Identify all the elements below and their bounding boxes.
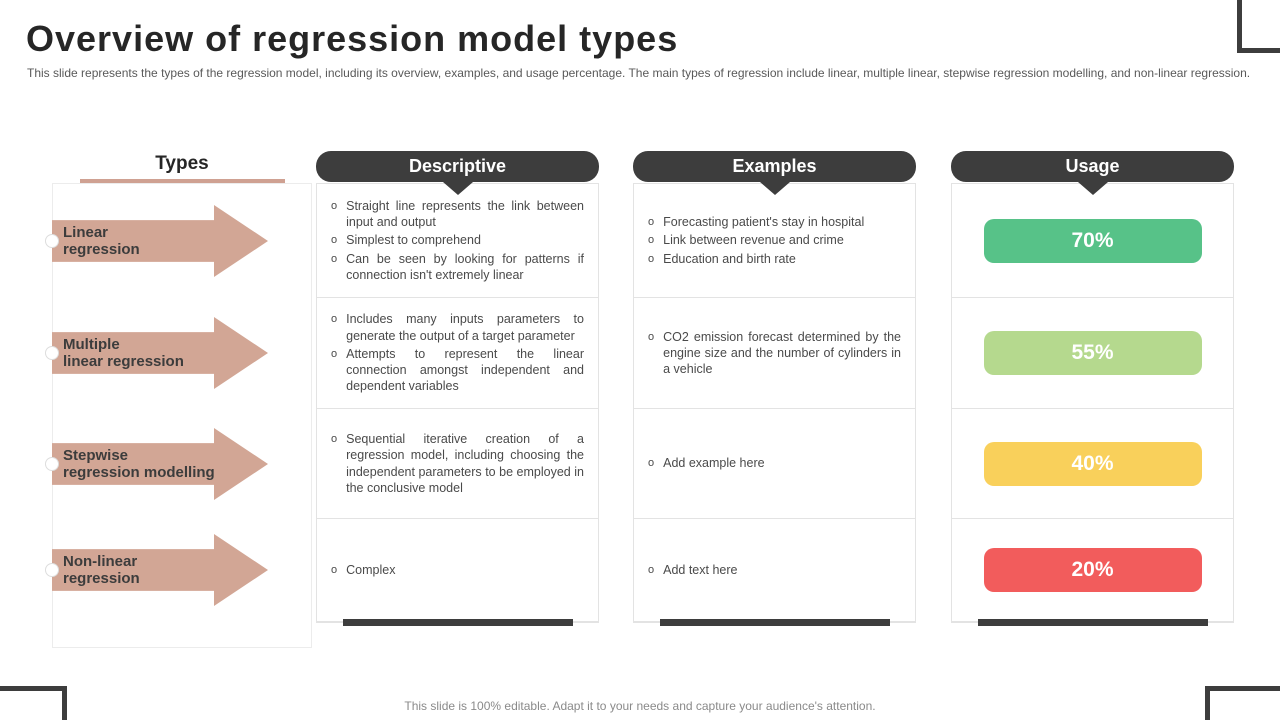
descriptive-cell-non-linear: o Complex [317, 519, 598, 622]
examples-cell-linear: o Forecasting patient's stay in hospital … [634, 184, 915, 298]
bullet-item: o Sequential iterative creation of a regr… [331, 431, 584, 496]
bullet-marker: o [331, 347, 338, 360]
bullet-list: o Forecasting patient's stay in hospital … [648, 212, 901, 270]
page-title: Overview of regression model types [26, 18, 679, 59]
corner-decoration-bottom-right [1205, 686, 1210, 720]
bullet-text: Add text here [663, 562, 738, 577]
bullet-item: o Link between revenue and crime [648, 232, 901, 249]
type-label: Linear regression [63, 223, 140, 258]
node-circle [45, 457, 59, 471]
bullet-list: o Complex [331, 560, 584, 581]
bullet-list: o Straight line represents the link betwe… [331, 196, 584, 286]
bullet-item: o Add example here [648, 455, 901, 472]
usage-badge-55: 55% [983, 331, 1202, 375]
column-footer-bar [342, 619, 573, 626]
bullet-item: o Includes many inputs parameters to gene… [331, 311, 584, 344]
type-label: Multiple linear regression [63, 335, 184, 370]
bullet-list: o CO2 emission forecast determined by the… [648, 327, 901, 380]
usage-cell-linear: 70% [952, 184, 1233, 298]
examples-cell-multiple-linear: o CO2 emission forecast determined by the… [634, 298, 915, 409]
examples-cell-non-linear: o Add text here [634, 519, 915, 622]
bullet-marker: o [648, 563, 655, 576]
bullet-marker: o [331, 234, 338, 247]
bullet-text: Complex [346, 562, 396, 577]
bullet-item: o Add text here [648, 562, 901, 579]
type-arrow-non-linear-regression: Non-linear regression [52, 534, 268, 606]
bullet-text: Includes many inputs parameters to gener… [346, 312, 584, 343]
type-arrow-stepwise-regression-modelling: Stepwise regression modelling [52, 428, 268, 500]
bullet-item: o Can be seen by looking for patterns if … [331, 251, 584, 284]
usage-cell-stepwise: 40% [952, 409, 1233, 519]
bullet-text: Can be seen by looking for patterns if c… [346, 251, 584, 282]
bullet-marker: o [648, 252, 655, 265]
column-header-examples: Examples [633, 151, 916, 182]
type-label: Stepwise regression modelling [63, 446, 215, 481]
bullet-item: o Complex [331, 562, 584, 579]
slide-footer-note: This slide is 100% editable. Adapt it to… [404, 699, 876, 713]
descriptive-column: o Straight line represents the link betwe… [316, 183, 599, 626]
descriptive-cell-linear: o Straight line represents the link betwe… [317, 184, 598, 298]
types-underline [80, 179, 285, 183]
examples-cell-stepwise: o Add example here [634, 409, 915, 519]
corner-decoration-bottom-left [62, 686, 67, 720]
bullet-text: Simplest to comprehend [346, 233, 481, 248]
bullet-marker: o [331, 433, 338, 445]
types-column-header: Types [155, 153, 209, 174]
bullet-marker: o [648, 457, 655, 470]
column-footer-bar [977, 619, 1208, 626]
column-header-usage: Usage [951, 151, 1234, 182]
node-circle [45, 563, 59, 577]
bullet-item: o Attempts to represent the linear connec… [331, 346, 584, 395]
bullet-text: Straight line represents the link betwee… [346, 198, 584, 229]
column-footer-bar [659, 619, 890, 626]
usage-badge-20: 20% [983, 548, 1202, 592]
bullet-marker: o [331, 252, 338, 265]
bullet-marker: o [648, 234, 655, 247]
bullet-list: o Add text here [648, 560, 901, 581]
bullet-item: o Simplest to comprehend [331, 232, 584, 249]
bullet-text: Forecasting patient's stay in hospital [663, 214, 865, 229]
column-header-descriptive: Descriptive [316, 151, 599, 182]
descriptive-cell-stepwise: o Sequential iterative creation of a regr… [317, 409, 598, 519]
type-label: Non-linear regression [63, 552, 140, 587]
node-circle [45, 346, 59, 360]
bullet-item: o Straight line represents the link betwe… [331, 198, 584, 231]
examples-column: o Forecasting patient's stay in hospital … [633, 183, 916, 626]
type-arrow-multiple-linear-regression: Multiple linear regression [52, 317, 268, 389]
usage-badge-40: 40% [983, 441, 1202, 486]
bullet-text: Link between revenue and crime [663, 233, 844, 248]
bullet-text: CO2 emission forecast determined by the … [663, 329, 901, 377]
bullet-marker: o [331, 199, 338, 212]
bullet-marker: o [648, 330, 655, 343]
corner-decoration-top-right [1237, 48, 1280, 53]
corner-decoration-top-right [1237, 0, 1242, 52]
bullet-marker: o [648, 215, 655, 228]
bullet-item: o Forecasting patient's stay in hospital [648, 214, 901, 231]
corner-decoration-bottom-left [0, 686, 67, 691]
node-circle [45, 234, 59, 248]
usage-cell-multiple-linear: 55% [952, 298, 1233, 409]
page-subtitle: This slide represents the types of the r… [27, 66, 1251, 80]
bullet-text: Sequential iterative creation of a regre… [346, 432, 584, 495]
corner-decoration-bottom-right [1205, 686, 1280, 691]
bullet-list: o Add example here [648, 453, 901, 474]
bullet-marker: o [331, 313, 338, 326]
bullet-text: Add example here [663, 456, 765, 471]
bullet-list: o Sequential iterative creation of a regr… [331, 429, 584, 498]
bullet-item: o Education and birth rate [648, 251, 901, 268]
bullet-text: Education and birth rate [663, 251, 796, 266]
bullet-marker: o [331, 563, 338, 576]
usage-badge-70: 70% [983, 218, 1202, 263]
usage-cell-non-linear: 20% [952, 519, 1233, 622]
type-arrow-linear-regression: Linear regression [52, 205, 268, 277]
descriptive-cell-multiple-linear: o Includes many inputs parameters to gene… [317, 298, 598, 409]
bullet-item: o CO2 emission forecast determined by the… [648, 329, 901, 378]
bullet-list: o Includes many inputs parameters to gene… [331, 309, 584, 396]
bullet-text: Attempts to represent the linear connect… [346, 346, 584, 394]
usage-column: 70% 55% 40% 20% [951, 183, 1234, 626]
types-column: Linear regression Multiple linear regres… [45, 183, 312, 648]
